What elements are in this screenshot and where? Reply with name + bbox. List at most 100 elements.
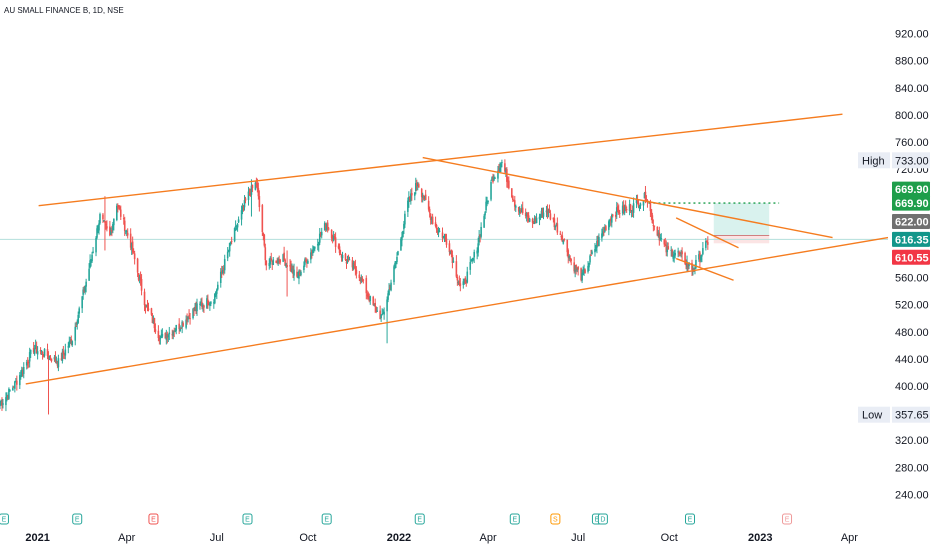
event-marker[interactable]: S	[550, 513, 561, 525]
event-marker[interactable]: E	[0, 513, 9, 525]
time-axis[interactable]: 2021 Apr Jul Oct 2022 Apr Jul Oct 2023 Apr	[25, 532, 858, 544]
candle-body	[77, 314, 80, 323]
candle-body	[29, 349, 32, 355]
event-marker-box[interactable]	[782, 513, 793, 525]
candle	[270, 252, 273, 262]
event-marker-box[interactable]	[0, 513, 9, 525]
candle	[83, 286, 85, 293]
event-marker-box[interactable]	[550, 513, 561, 525]
candle-body	[346, 260, 349, 263]
candle	[345, 259, 348, 269]
candle-body	[159, 338, 162, 340]
candle	[542, 207, 545, 220]
price-tick-label: 480.00	[895, 327, 929, 339]
event-marker[interactable]: E	[72, 513, 83, 525]
candle-body	[493, 178, 495, 181]
event-marker[interactable]: E	[509, 513, 520, 525]
candle	[552, 217, 555, 223]
candle-body	[672, 255, 674, 259]
candle	[519, 208, 522, 214]
candle	[395, 260, 397, 269]
candle-body	[303, 265, 305, 271]
candle	[539, 213, 542, 221]
event-marker[interactable]: E	[242, 513, 253, 525]
event-marker[interactable]: E	[148, 513, 159, 525]
candle	[582, 266, 584, 275]
candle	[531, 217, 534, 228]
candle-body	[63, 353, 66, 355]
candle-body	[390, 282, 392, 291]
candle	[237, 216, 240, 224]
candle-body	[22, 366, 25, 374]
event-marker-box[interactable]	[597, 513, 608, 525]
candle	[0, 400, 1, 410]
candle-body	[701, 254, 703, 257]
trendline-5[interactable]	[675, 257, 734, 281]
candle-body	[34, 345, 37, 350]
price-tag-value: 610.55	[895, 252, 929, 264]
time-tick-label: 2022	[387, 532, 411, 544]
event-marker-letter: E	[512, 517, 517, 524]
event-marker[interactable]: E	[321, 513, 332, 525]
candle-body	[397, 251, 399, 256]
candle-body	[233, 228, 236, 242]
event-marker-box[interactable]	[685, 513, 696, 525]
candle	[178, 318, 180, 335]
candle	[159, 335, 162, 345]
candle	[618, 209, 621, 218]
candle	[331, 234, 334, 244]
candle-body	[395, 261, 397, 265]
candle	[517, 206, 520, 215]
candle-body	[219, 271, 222, 283]
candle-body	[421, 196, 424, 198]
candle	[479, 234, 481, 243]
event-marker-box[interactable]	[148, 513, 159, 525]
candle	[679, 251, 681, 257]
candle	[414, 177, 417, 195]
event-marker[interactable]: E	[414, 513, 425, 525]
price-tag: 669.90	[892, 181, 930, 197]
candle	[394, 261, 396, 270]
extreme-label-bg	[858, 152, 890, 169]
event-marker-box[interactable]	[242, 513, 253, 525]
event-marker[interactable]: D	[597, 513, 608, 525]
event-marker[interactable]: E	[782, 513, 793, 525]
candle	[424, 189, 427, 201]
trendline-2[interactable]	[25, 236, 889, 385]
event-marker[interactable]: E	[685, 513, 696, 525]
candles-group	[0, 159, 709, 415]
candle-body	[341, 255, 344, 259]
candle	[258, 190, 261, 212]
price-tag-value: 669.90	[895, 198, 929, 210]
candle	[319, 231, 322, 238]
candle-body	[171, 334, 174, 336]
candle	[403, 220, 405, 235]
candle-body	[46, 349, 49, 356]
event-marker-box[interactable]	[321, 513, 332, 525]
candle	[167, 333, 170, 342]
candle-body	[6, 395, 8, 399]
candle	[699, 250, 701, 268]
candle-body	[248, 193, 251, 195]
event-marker-box[interactable]	[509, 513, 520, 525]
event-marker-box[interactable]	[72, 513, 83, 525]
trendline-3[interactable]	[422, 156, 833, 239]
candle-body	[214, 293, 216, 304]
candle-body	[228, 242, 231, 252]
event-marker-box[interactable]	[414, 513, 425, 525]
candle	[501, 159, 503, 168]
candle	[313, 246, 315, 253]
candle-body	[394, 263, 396, 267]
candle-body	[437, 229, 440, 234]
candle-body	[164, 332, 167, 339]
candle-body	[186, 318, 188, 322]
price-axis[interactable]: 920.00880.00840.00800.00760.00720.00560.…	[895, 29, 929, 502]
trendlines-group[interactable]	[25, 113, 889, 385]
candle-body	[415, 182, 418, 187]
candle-body	[291, 268, 293, 273]
trendline-4[interactable]	[675, 217, 739, 249]
trendline-1[interactable]	[38, 113, 843, 207]
